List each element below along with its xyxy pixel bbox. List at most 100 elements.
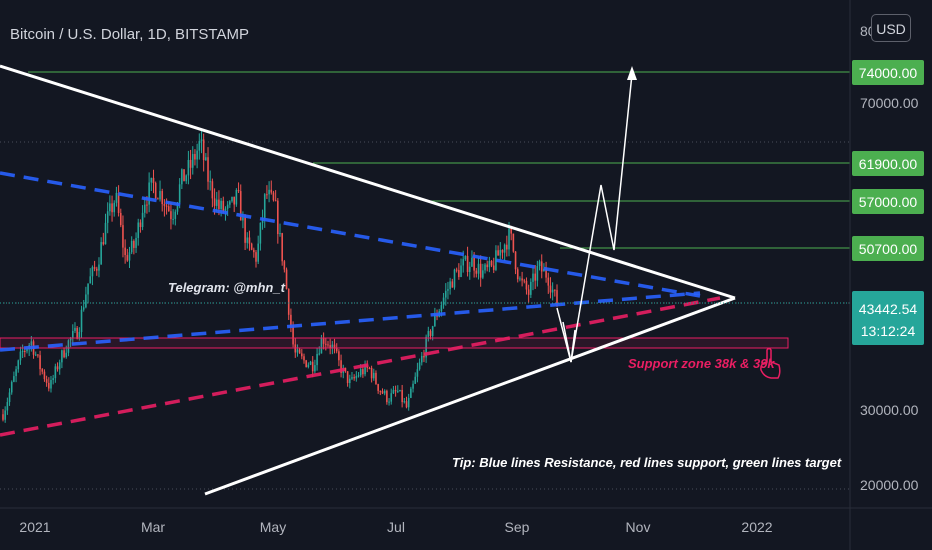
candle-body: [250, 243, 253, 250]
candle-body: [133, 240, 135, 248]
candle-body: [10, 381, 13, 393]
candle-body: [2, 414, 4, 420]
candle-body: [222, 200, 225, 212]
x-tick-nov: Nov: [626, 519, 651, 535]
candle-body: [91, 267, 94, 277]
candle-body: [420, 355, 423, 363]
candle-body: [48, 382, 50, 389]
candle-body: [122, 225, 124, 248]
candle-body: [348, 378, 351, 384]
candle-body: [482, 270, 484, 278]
candle-body: [174, 211, 177, 219]
triangle-lower-line: [204, 296, 736, 496]
telegram-label: Telegram: @mhn_t: [168, 280, 286, 295]
candle-body: [266, 194, 268, 196]
candle-body: [257, 243, 259, 262]
candle-body: [41, 369, 44, 372]
candle-body: [431, 326, 434, 336]
candle-body: [146, 204, 148, 206]
candle-body: [4, 410, 6, 420]
candle-body: [207, 157, 209, 182]
x-tick-2022: 2022: [741, 519, 772, 535]
candle-body: [549, 285, 552, 293]
candle-body: [65, 352, 68, 358]
candle-body: [248, 237, 251, 244]
resistance-lines: [0, 171, 701, 352]
candle-body: [161, 191, 164, 205]
candle-body: [292, 326, 294, 345]
candle-body: [405, 401, 408, 408]
chart-title: Bitcoin / U.S. Dollar, 1D, BITSTAMP: [10, 26, 249, 43]
candle-body: [353, 377, 355, 379]
candle-body: [82, 307, 85, 310]
candle-body: [124, 247, 126, 256]
candle-body: [355, 375, 358, 379]
candle-body: [401, 390, 403, 403]
candle-body: [106, 211, 109, 223]
candle-body: [181, 169, 183, 185]
currency-button[interactable]: USD: [871, 14, 911, 42]
candle-body: [159, 191, 161, 200]
candle-body: [327, 344, 329, 346]
candle-body: [403, 401, 406, 403]
candle-body: [357, 375, 360, 377]
candle-body: [226, 204, 229, 209]
candle-body: [111, 203, 113, 213]
candle-body: [383, 390, 386, 394]
candle-body: [135, 237, 137, 248]
candle-body: [551, 289, 554, 293]
target-tag-57000: 57000.00: [859, 194, 918, 210]
candle-body: [272, 192, 275, 201]
candle-body: [205, 157, 207, 161]
triangle-upper-line: [0, 64, 736, 300]
candle-body: [519, 278, 521, 280]
target-price-tags: 74000.00 61900.00 57000.00 50700.00: [852, 60, 924, 261]
candle-body: [388, 401, 390, 403]
candle-body: [285, 269, 288, 290]
candle-body: [462, 259, 465, 266]
candle-body: [530, 281, 532, 295]
candle-body: [318, 353, 321, 355]
candle-body: [235, 190, 238, 205]
support-line: [0, 296, 721, 437]
candle-body: [246, 237, 249, 243]
candle-body: [21, 350, 24, 352]
candle-body: [444, 290, 447, 298]
target-tag-50700: 50700.00: [859, 241, 918, 257]
target-lines: [28, 71, 850, 249]
candle-body: [43, 371, 46, 380]
target-tag-74000: 74000.00: [859, 65, 918, 81]
y-tick-30000: 30000.00: [860, 402, 919, 418]
candle-body: [492, 265, 495, 270]
candle-body: [196, 150, 198, 160]
candle-body: [211, 181, 214, 199]
candle-body: [490, 260, 493, 266]
candle-body: [100, 242, 102, 265]
candle-body: [453, 269, 456, 288]
candle-body: [198, 141, 201, 151]
candle-body: [484, 264, 486, 271]
candle-body: [329, 345, 331, 348]
candle-body: [154, 183, 157, 199]
candle-body: [163, 204, 166, 206]
candle-body: [477, 263, 480, 274]
candle-body: [532, 273, 534, 282]
candle-body: [554, 289, 556, 291]
candle-body: [191, 154, 194, 168]
candle-body: [510, 228, 512, 234]
candle-body: [379, 390, 382, 392]
candle-body: [71, 330, 74, 338]
candle-body: [233, 196, 235, 205]
x-tick-jul: Jul: [387, 519, 405, 535]
candle-body: [172, 218, 174, 220]
candle-body: [322, 338, 325, 344]
candle-body: [24, 350, 26, 352]
candle-body: [176, 202, 179, 212]
candle-body: [69, 337, 72, 341]
candle-body: [143, 204, 146, 213]
candle-body: [325, 343, 327, 345]
candle-body: [37, 354, 39, 356]
candle-body: [449, 281, 451, 290]
candle-body: [527, 289, 530, 295]
